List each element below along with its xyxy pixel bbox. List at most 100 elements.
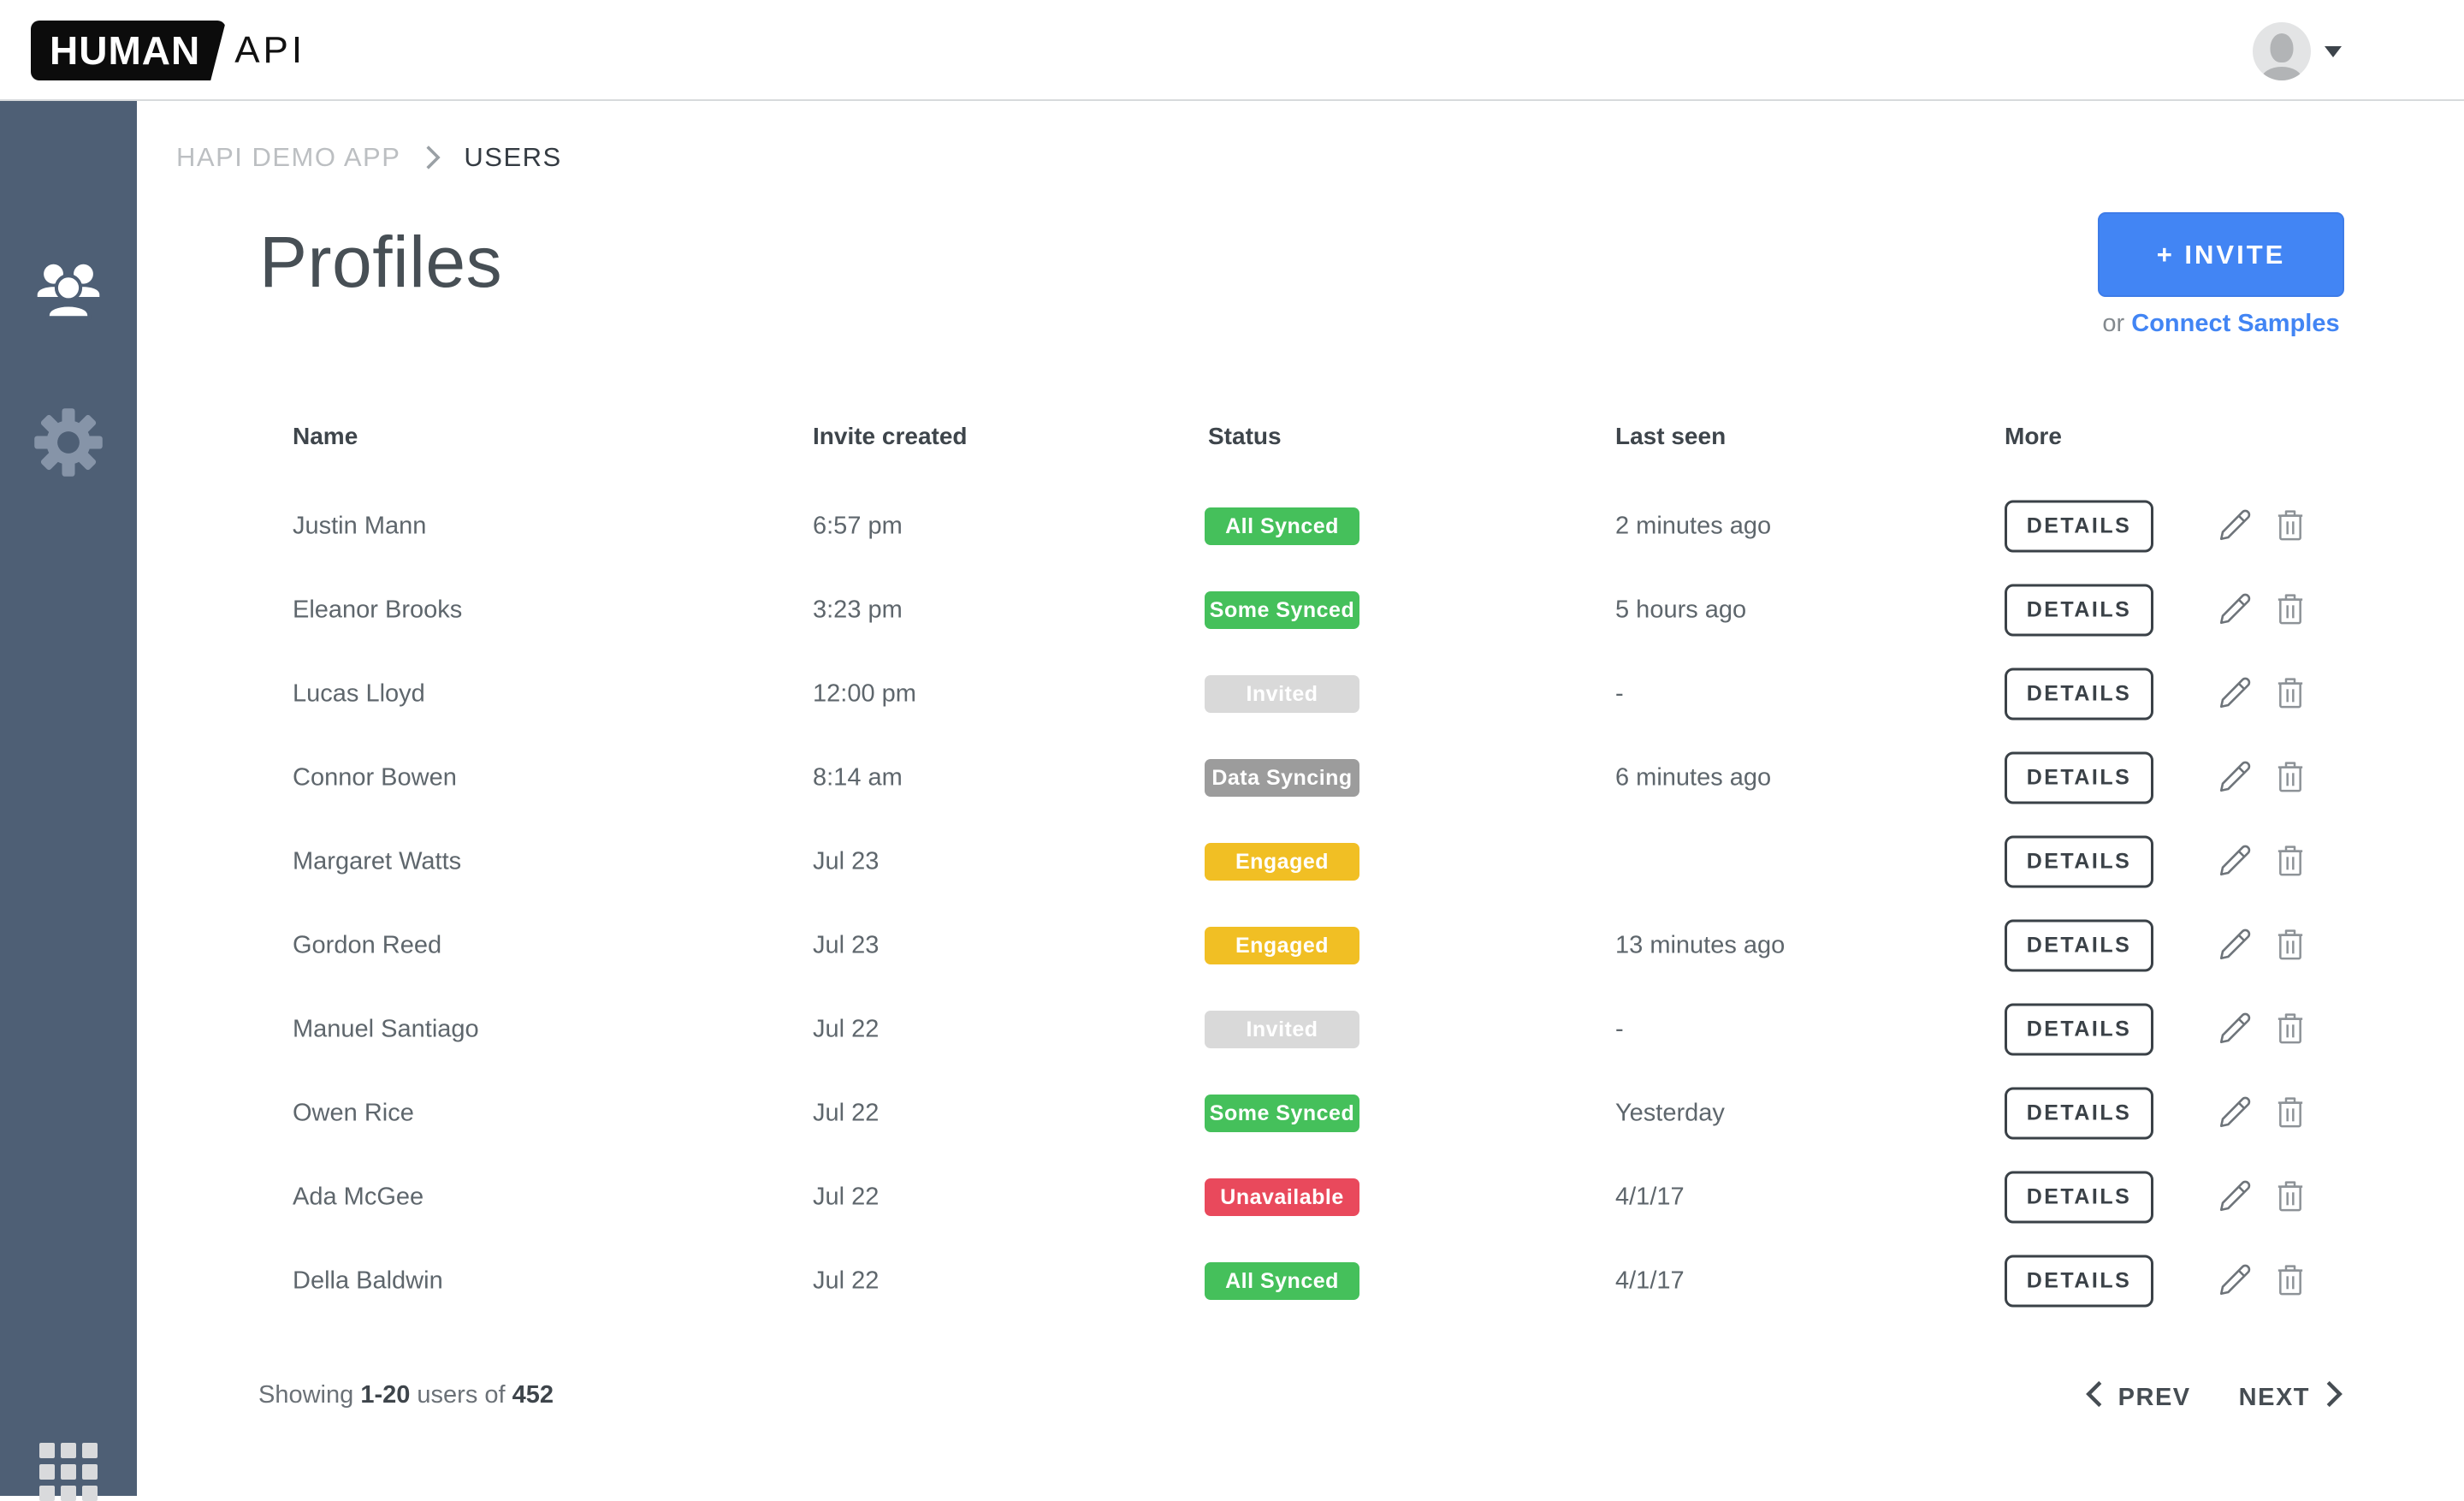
sidebar-item-settings[interactable] (0, 406, 137, 484)
edit-button[interactable] (2217, 1095, 2253, 1133)
caret-down-icon[interactable] (2325, 45, 2342, 57)
delete-button[interactable] (2273, 1178, 2307, 1218)
delete-button[interactable] (2273, 1261, 2307, 1302)
cell-more: DETAILS (2005, 500, 2307, 553)
pencil-icon (2217, 507, 2253, 546)
edit-button[interactable] (2217, 675, 2253, 714)
pencil-icon (2217, 675, 2253, 714)
cell-invite-created: Jul 23 (813, 931, 880, 959)
table-row: Eleanor Brooks 3:23 pm Some Synced 5 hou… (137, 568, 2464, 652)
next-label: NEXT (2238, 1383, 2310, 1411)
next-button[interactable]: NEXT (2239, 1379, 2344, 1415)
invite-button[interactable]: + INVITE (2098, 212, 2344, 297)
delete-button[interactable] (2273, 1010, 2307, 1050)
delete-button[interactable] (2273, 507, 2307, 547)
edit-button[interactable] (2217, 1011, 2253, 1049)
logo-human-box: HUMAN (31, 21, 226, 80)
cell-last-seen: 2 minutes ago (1615, 512, 1772, 540)
status-badge: All Synced (1205, 507, 1359, 545)
status-badge: Data Syncing (1205, 759, 1359, 797)
delete-button[interactable] (2273, 590, 2307, 631)
cell-name: Lucas Lloyd (293, 679, 425, 708)
edit-button[interactable] (2217, 507, 2253, 546)
delete-button[interactable] (2273, 926, 2307, 966)
sidebar-item-users[interactable] (0, 257, 137, 335)
cell-name: Manuel Santiago (293, 1015, 479, 1043)
column-header-name: Name (293, 423, 358, 449)
details-button[interactable]: DETAILS (2005, 667, 2153, 721)
status-badge: Invited (1205, 675, 1359, 713)
cell-last-seen: 6 minutes ago (1615, 763, 1772, 792)
table-body: Justin Mann 6:57 pm All Synced 2 minutes… (137, 484, 2464, 1323)
pencil-icon (2217, 843, 2253, 881)
trash-icon (2273, 1178, 2307, 1218)
cell-more: DETAILS (2005, 1087, 2307, 1140)
table-row: Owen Rice Jul 22 Some Synced Yesterday D… (137, 1071, 2464, 1155)
cell-last-seen: 13 minutes ago (1615, 931, 1786, 959)
cell-invite-created: Jul 22 (813, 1267, 880, 1295)
cell-more: DETAILS (2005, 751, 2307, 804)
details-button[interactable]: DETAILS (2005, 1171, 2153, 1224)
details-button[interactable]: DETAILS (2005, 500, 2153, 553)
edit-button[interactable] (2217, 759, 2253, 798)
details-button[interactable]: DETAILS (2005, 751, 2153, 804)
delete-button[interactable] (2273, 758, 2307, 798)
edit-button[interactable] (2217, 1178, 2253, 1217)
status-badge: Some Synced (1205, 591, 1359, 629)
edit-button[interactable] (2217, 1262, 2253, 1301)
trash-icon (2273, 674, 2307, 715)
cell-last-seen: - (1615, 679, 1624, 708)
prev-label: PREV (2118, 1383, 2191, 1411)
showing-range: 1-20 (360, 1381, 411, 1409)
pencil-icon (2217, 1262, 2253, 1301)
connect-samples-link[interactable]: Connect Samples (2131, 310, 2340, 337)
cell-more: DETAILS (2005, 919, 2307, 972)
cell-invite-created: 8:14 am (813, 763, 903, 792)
details-button[interactable]: DETAILS (2005, 835, 2153, 888)
details-button[interactable]: DETAILS (2005, 1255, 2153, 1308)
prev-button[interactable]: PREV (2084, 1379, 2191, 1415)
breadcrumb-app-link[interactable]: HAPI DEMO APP (176, 142, 401, 172)
cell-more: DETAILS (2005, 584, 2307, 637)
status-badge: Engaged (1205, 843, 1359, 881)
status-badge: All Synced (1205, 1262, 1359, 1300)
delete-button[interactable] (2273, 674, 2307, 715)
cell-more: DETAILS (2005, 1003, 2307, 1056)
table-row: Justin Mann 6:57 pm All Synced 2 minutes… (137, 484, 2464, 568)
humanapi-logo[interactable]: HUMAN API (31, 21, 305, 80)
showing-total: 452 (512, 1381, 554, 1409)
pencil-icon (2217, 1011, 2253, 1049)
trash-icon (2273, 842, 2307, 882)
trash-icon (2273, 1094, 2307, 1134)
cell-name: Owen Rice (293, 1099, 414, 1127)
cell-invite-created: 3:23 pm (813, 596, 903, 624)
edit-button[interactable] (2217, 843, 2253, 881)
delete-button[interactable] (2273, 1094, 2307, 1134)
cell-name: Eleanor Brooks (293, 596, 463, 624)
trash-icon (2273, 1010, 2307, 1050)
cell-name: Della Baldwin (293, 1267, 443, 1295)
details-button[interactable]: DETAILS (2005, 1087, 2153, 1140)
delete-button[interactable] (2273, 842, 2307, 882)
cell-last-seen: - (1615, 1015, 1624, 1043)
trash-icon (2273, 926, 2307, 966)
details-button[interactable]: DETAILS (2005, 919, 2153, 972)
account-menu[interactable] (2253, 22, 2342, 80)
details-button[interactable]: DETAILS (2005, 1003, 2153, 1056)
sidebar-item-apps[interactable] (0, 1443, 137, 1501)
cell-last-seen: 4/1/17 (1615, 1183, 1685, 1211)
trash-icon (2273, 590, 2307, 631)
chevron-left-icon (2084, 1379, 2105, 1415)
column-header-more: More (2005, 423, 2062, 449)
edit-button[interactable] (2217, 591, 2253, 630)
details-button[interactable]: DETAILS (2005, 584, 2153, 637)
cell-last-seen: 4/1/17 (1615, 1267, 1685, 1295)
pencil-icon (2217, 591, 2253, 630)
pencil-icon (2217, 1095, 2253, 1133)
trash-icon (2273, 1261, 2307, 1302)
table-header: Name Invite created Status Last seen Mor… (137, 421, 2464, 452)
breadcrumb: HAPI DEMO APP USERS (176, 142, 562, 173)
edit-button[interactable] (2217, 927, 2253, 965)
cell-invite-created: Jul 22 (813, 1183, 880, 1211)
avatar[interactable] (2253, 22, 2311, 80)
